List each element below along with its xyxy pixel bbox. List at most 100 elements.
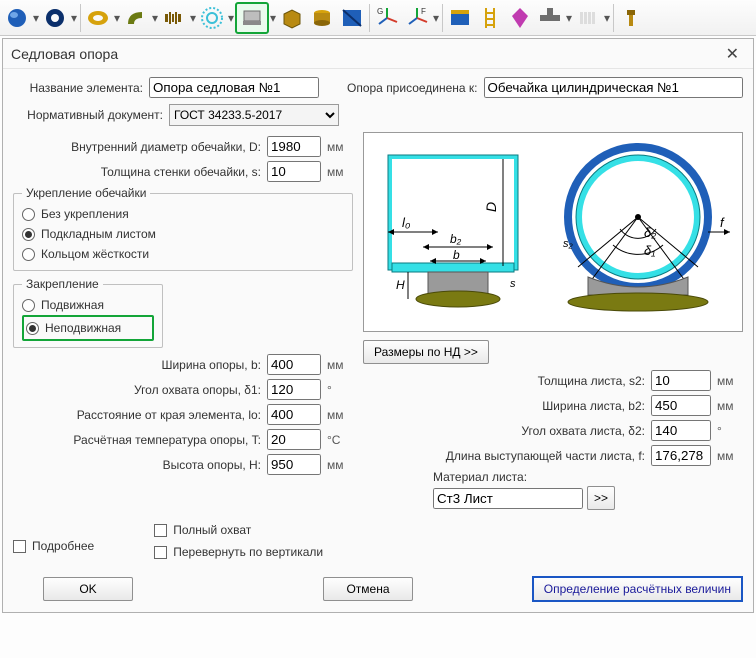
d2-field[interactable] xyxy=(651,420,711,441)
H-field[interactable] xyxy=(267,454,321,475)
norm-doc-select[interactable]: ГОСТ 34233.5-2017 xyxy=(169,104,339,126)
main-toolbar: ▾ ▾ ▾ ▾ ▾ ▾ ▾ G F ▾ ▾ ▾ xyxy=(0,0,756,36)
tb-dd-9[interactable]: ▾ xyxy=(565,2,573,34)
radio-reinf-ring[interactable]: Кольцом жёсткости xyxy=(22,244,344,264)
tb-crystal-icon[interactable] xyxy=(505,2,535,34)
lbl-lo: Расстояние от края элемента, lo: xyxy=(13,408,261,422)
D-field[interactable] xyxy=(267,136,321,157)
saddle-dialog: Седловая опора ✕ Название элемента: Опор… xyxy=(2,38,754,613)
unit-d2: ° xyxy=(717,424,743,438)
tb-axes-g-icon[interactable]: G xyxy=(372,2,402,34)
lbl-d2: Угол охвата листа, δ2: xyxy=(363,424,645,438)
svg-text:b₂: b₂ xyxy=(450,232,462,246)
tb-torus-icon[interactable] xyxy=(83,2,113,34)
unit-s2: мм xyxy=(717,374,743,388)
tb-sphere-icon[interactable] xyxy=(2,2,32,34)
chk-full-wrap-label: Полный охват xyxy=(173,523,251,537)
mat-field[interactable] xyxy=(433,488,583,509)
chk-full-wrap[interactable]: Полный охват xyxy=(154,520,323,540)
tb-elbow-icon[interactable] xyxy=(121,2,151,34)
diagram-box: D l₀ b₂ b H s xyxy=(363,132,743,332)
tb-window-icon[interactable] xyxy=(445,2,475,34)
lbl-attached-to: Опора присоединена к: xyxy=(347,81,478,95)
svg-text:F: F xyxy=(421,7,426,16)
unit-f: мм xyxy=(717,449,743,463)
tb-stack-icon[interactable] xyxy=(573,2,603,34)
radio-fix-fixed[interactable]: Неподвижная xyxy=(26,318,150,338)
s2-field[interactable] xyxy=(651,370,711,391)
mat-more-button[interactable]: >> xyxy=(587,486,615,510)
radio-fix-movable[interactable]: Подвижная xyxy=(22,295,154,315)
tb-sep-1 xyxy=(80,4,81,32)
unit-lo: мм xyxy=(327,408,353,422)
lo-field[interactable] xyxy=(267,404,321,425)
radio-fix-fixed-label: Неподвижная xyxy=(45,321,121,335)
lbl-mat: Материал листа: xyxy=(433,470,743,484)
radio-reinf-plate[interactable]: Подкладным листом xyxy=(22,224,344,244)
right-column: D l₀ b₂ b H s xyxy=(363,132,743,510)
tb-bellows-icon[interactable] xyxy=(159,2,189,34)
lbl-D: Внутренний диаметр обечайки, D: xyxy=(13,140,261,154)
saddle-diagram-svg: D l₀ b₂ b H s xyxy=(368,137,738,327)
tb-cylinder-icon[interactable] xyxy=(307,2,337,34)
reinforcement-legend: Укрепление обечайки xyxy=(22,186,150,200)
unit-d1: ° xyxy=(327,383,353,397)
tb-axes-f-icon[interactable]: F xyxy=(402,2,432,34)
tb-dd-3[interactable]: ▾ xyxy=(113,2,121,34)
svg-text:b: b xyxy=(453,248,460,262)
lbl-s2: Толщина листа, s2: xyxy=(363,374,645,388)
lbl-b2: Ширина листа, b2: xyxy=(363,399,645,413)
tb-dd-10[interactable]: ▾ xyxy=(603,2,611,34)
chk-more[interactable]: Подробнее xyxy=(13,536,94,556)
svg-text:s: s xyxy=(510,278,516,290)
tb-sep-2 xyxy=(369,4,370,32)
attached-to-field[interactable] xyxy=(484,77,743,98)
unit-D: мм xyxy=(327,140,353,154)
radio-reinf-none[interactable]: Без укрепления xyxy=(22,204,344,224)
element-name-field[interactable] xyxy=(149,77,319,98)
b-field[interactable] xyxy=(267,354,321,375)
b2-field[interactable] xyxy=(651,395,711,416)
unit-b2: мм xyxy=(717,399,743,413)
chk-flip-v-label: Перевернуть по вертикали xyxy=(173,545,323,559)
tb-ladder-icon[interactable] xyxy=(475,2,505,34)
s-field[interactable] xyxy=(267,161,321,182)
f-field[interactable] xyxy=(651,445,711,466)
tb-block-icon[interactable] xyxy=(277,2,307,34)
lbl-norm-doc: Нормативный документ: xyxy=(13,108,163,122)
chk-flip-v[interactable]: Перевернуть по вертикали xyxy=(154,542,323,562)
tb-dd-8[interactable]: ▾ xyxy=(432,2,440,34)
svg-text:δ₂: δ₂ xyxy=(644,225,656,240)
svg-text:δ₁: δ₁ xyxy=(644,243,655,258)
svg-text:D: D xyxy=(483,202,499,212)
tb-dd-6[interactable]: ▾ xyxy=(227,2,235,34)
tb-flange-icon[interactable] xyxy=(197,2,227,34)
tb-panel-icon[interactable] xyxy=(337,2,367,34)
tb-saddle-icon[interactable] xyxy=(235,2,269,34)
lbl-H: Высота опоры, H: xyxy=(13,458,261,472)
tb-bolt-icon[interactable] xyxy=(616,2,646,34)
svg-text:s₂: s₂ xyxy=(563,238,574,250)
radio-reinf-plate-label: Подкладным листом xyxy=(41,227,156,241)
dims-by-nd-button[interactable]: Размеры по НД >> xyxy=(363,340,489,364)
calc-button[interactable]: Определение расчётных величин xyxy=(532,576,743,602)
cancel-button[interactable]: Отмена xyxy=(323,577,413,601)
ok-button[interactable]: OK xyxy=(43,577,133,601)
radio-fix-movable-label: Подвижная xyxy=(41,298,104,312)
svg-text:f: f xyxy=(720,215,725,230)
lbl-d1: Угол охвата опоры, δ1: xyxy=(13,383,261,397)
reinforcement-group: Укрепление обечайки Без укрепления Подкл… xyxy=(13,186,353,271)
tb-dd-4[interactable]: ▾ xyxy=(151,2,159,34)
tb-dd-5[interactable]: ▾ xyxy=(189,2,197,34)
tb-tee-icon[interactable] xyxy=(535,2,565,34)
tb-dd-7[interactable]: ▾ xyxy=(269,2,277,34)
tb-dd-1[interactable]: ▾ xyxy=(32,2,40,34)
tb-dd-2[interactable]: ▾ xyxy=(70,2,78,34)
dialog-titlebar: Седловая опора ✕ xyxy=(3,39,753,69)
T-field[interactable] xyxy=(267,429,321,450)
lbl-b: Ширина опоры, b: xyxy=(13,358,261,372)
svg-text:G: G xyxy=(377,7,383,16)
d1-field[interactable] xyxy=(267,379,321,400)
close-icon[interactable]: ✕ xyxy=(720,42,745,66)
tb-ring-icon[interactable] xyxy=(40,2,70,34)
